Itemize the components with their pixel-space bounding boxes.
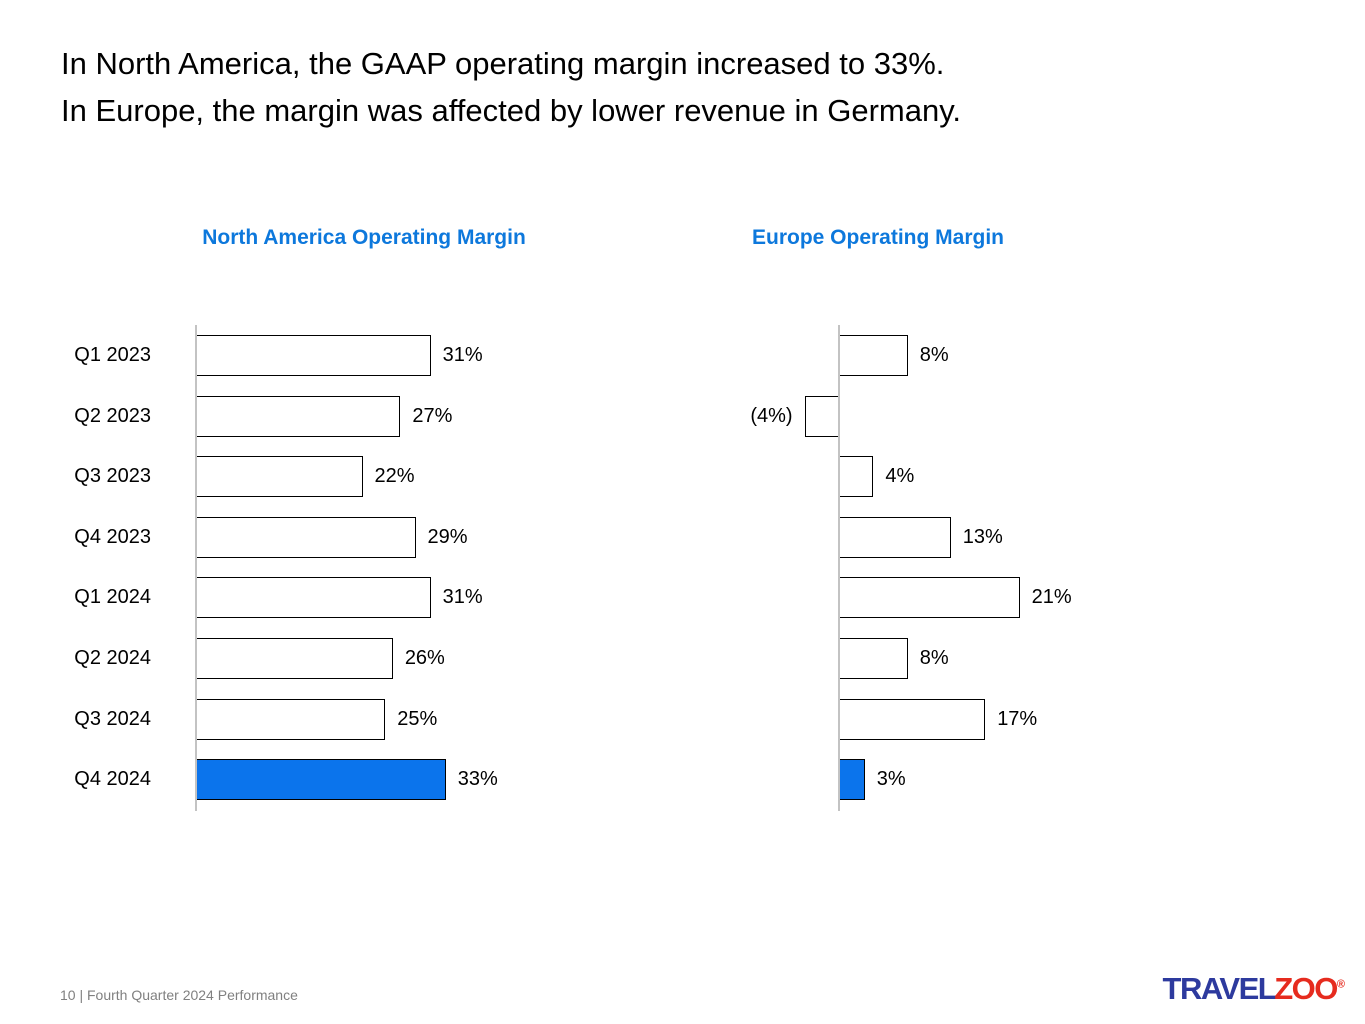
category-label-q4-2023: Q4 2023 bbox=[74, 525, 151, 548]
value-label-q4-2024: 3% bbox=[876, 768, 906, 791]
slide-headline: In North America, the GAAP operating mar… bbox=[61, 40, 961, 134]
chart-plot-north-america: Q1 2023 31% Q2 2023 27% Q3 2023 22% Q4 2023 29%… bbox=[60, 325, 640, 815]
value-label-q3-2023: 4% bbox=[885, 465, 915, 488]
bar-q4-2023 bbox=[839, 516, 951, 558]
bar-q2-2024 bbox=[839, 638, 908, 679]
bar-q4-2023 bbox=[196, 516, 416, 558]
bar-q1-2024 bbox=[196, 577, 431, 619]
logo-zoo-text: ZOO bbox=[1274, 971, 1338, 1006]
value-axis-baseline bbox=[195, 325, 197, 811]
value-label-q1-2023: 8% bbox=[919, 344, 949, 366]
value-axis-baseline bbox=[838, 325, 840, 811]
value-label-q1-2024: 31% bbox=[442, 586, 483, 609]
value-label-q4-2023: 29% bbox=[427, 525, 468, 548]
logo-registered-trademark-icon: ® bbox=[1336, 978, 1345, 991]
category-label-q2-2024: Q2 2024 bbox=[74, 647, 151, 669]
category-label-q4-2024: Q4 2024 bbox=[74, 768, 151, 791]
chart-plot-europe: 8% (4%) 4% 13% 21% 8% 17% 3% bbox=[690, 325, 1190, 815]
page-footer: 10 | Fourth Quarter 2024 Performance bbox=[60, 987, 298, 1003]
travelzoo-logo: TRAVELZOO® bbox=[1163, 971, 1345, 1007]
value-label-q3-2023: 22% bbox=[374, 465, 415, 488]
bar-q1-2023 bbox=[839, 335, 908, 376]
value-label-q4-2024: 33% bbox=[457, 768, 498, 791]
value-label-q2-2024: 8% bbox=[919, 647, 949, 669]
bar-q2-2024 bbox=[196, 638, 393, 679]
category-label-q1-2024: Q1 2024 bbox=[74, 586, 151, 609]
value-label-q1-2023: 31% bbox=[442, 344, 483, 366]
logo-travel-text: TRAVEL bbox=[1162, 971, 1277, 1006]
bar-q1-2024 bbox=[839, 577, 1020, 619]
bar-q1-2023 bbox=[196, 335, 431, 376]
bar-q3-2024 bbox=[196, 698, 386, 740]
value-label-q3-2024: 17% bbox=[997, 707, 1038, 730]
bar-q3-2023 bbox=[196, 456, 363, 498]
value-label-q2-2023: (4%) bbox=[750, 404, 793, 427]
category-label-q2-2023: Q2 2023 bbox=[74, 404, 151, 427]
category-label-q1-2023: Q1 2023 bbox=[74, 344, 151, 366]
bar-q3-2024 bbox=[839, 698, 986, 740]
chart-title-europe: Europe Operating Margin bbox=[751, 226, 1005, 249]
headline-line2: In Europe, the margin was affected by lo… bbox=[61, 93, 962, 128]
value-label-q2-2024: 26% bbox=[404, 647, 445, 669]
bar-q4-2024 bbox=[839, 759, 865, 801]
value-label-q1-2024: 21% bbox=[1031, 586, 1072, 609]
bar-q4-2024 bbox=[196, 759, 446, 801]
headline-line1: In North America, the GAAP operating mar… bbox=[61, 46, 945, 81]
bar-q2-2023 bbox=[196, 395, 401, 437]
chart-title-north-america: North America Operating Margin bbox=[202, 226, 526, 249]
value-label-q3-2024: 25% bbox=[397, 707, 438, 730]
value-label-q2-2023: 27% bbox=[412, 404, 453, 427]
category-label-q3-2023: Q3 2023 bbox=[74, 465, 151, 488]
bar-q2-2023 bbox=[804, 395, 839, 437]
value-label-q4-2023: 13% bbox=[962, 525, 1003, 548]
category-label-q3-2024: Q3 2024 bbox=[74, 707, 151, 730]
bar-q3-2023 bbox=[839, 456, 874, 498]
